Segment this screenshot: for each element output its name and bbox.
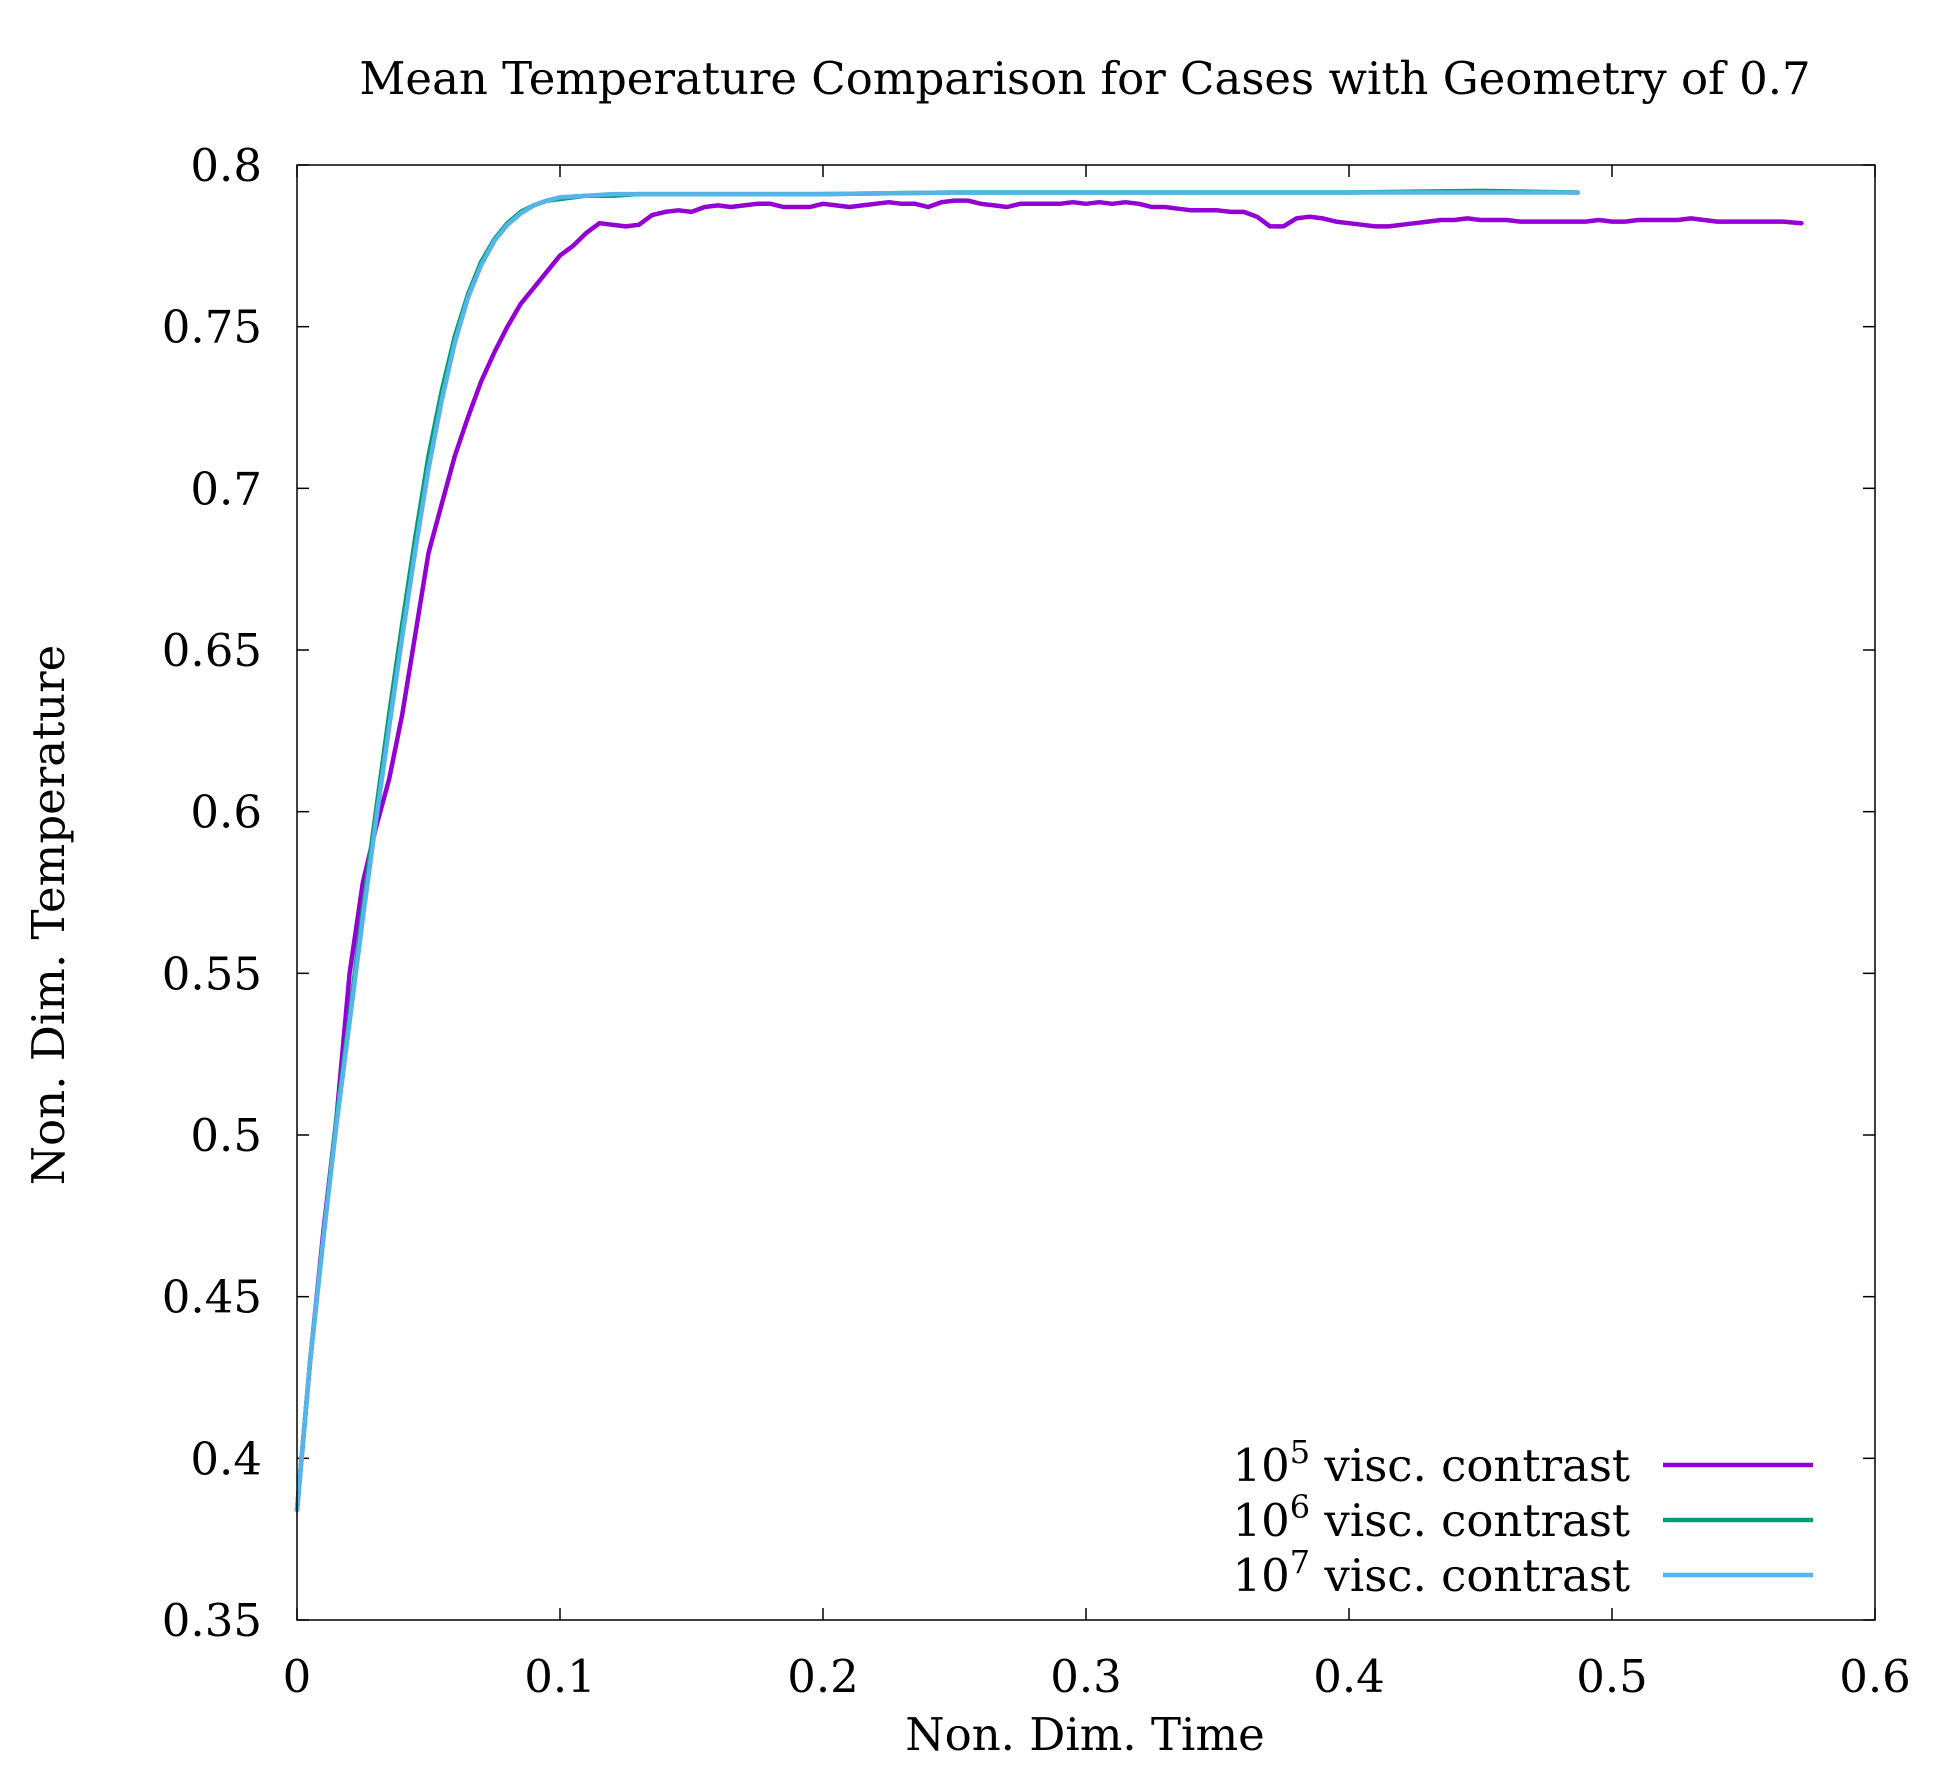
- legend-label-base: 10: [1232, 1549, 1289, 1602]
- x-tick-label: 0.2: [787, 1650, 859, 1703]
- legend-label-text: visc. contrast: [1310, 1439, 1630, 1492]
- legend-label-text: visc. contrast: [1310, 1494, 1630, 1547]
- legend-entry-1: 105 visc. contrast: [1232, 1433, 1813, 1492]
- legend-label-base: 10: [1232, 1439, 1289, 1492]
- y-tick-label: 0.55: [162, 947, 262, 1000]
- legend-label: 107 visc. contrast: [1232, 1543, 1630, 1602]
- x-tick-label: 0.5: [1576, 1650, 1648, 1703]
- y-axis-label: Non. Dim. Temperature: [22, 645, 75, 1186]
- y-tick-label: 0.6: [190, 786, 262, 839]
- series-line-2: [294, 188, 1581, 1513]
- x-tick-label: 0.3: [1050, 1650, 1122, 1703]
- series-line-3: [294, 190, 1581, 1513]
- legend-label-exponent: 6: [1290, 1488, 1310, 1526]
- plot-frame: [296, 164, 1876, 1621]
- legend-label-exponent: 5: [1290, 1433, 1310, 1471]
- series-line-1: [294, 198, 1804, 1513]
- y-tick-label: 0.75: [162, 301, 262, 354]
- x-tick-label: 0.4: [1313, 1650, 1385, 1703]
- axis-ticks: 0 0.1 0.2 0.3 0.4 0.5 0.6 0.35 0.4 0.45 0.5 0.55 0.6…: [162, 139, 1911, 1703]
- legend-label-base: 10: [1232, 1494, 1289, 1547]
- y-tick-label: 0.7: [190, 462, 262, 515]
- y-tick-label: 0.8: [190, 139, 262, 192]
- x-tick-label: 0: [283, 1650, 312, 1703]
- x-tick-label: 0.6: [1839, 1650, 1911, 1703]
- y-tick-label: 0.5: [190, 1109, 262, 1162]
- y-tick-label: 0.4: [190, 1432, 262, 1485]
- x-tick-label: 0.1: [524, 1650, 596, 1703]
- y-tick-label: 0.35: [162, 1594, 262, 1647]
- y-tick-label: 0.45: [162, 1271, 262, 1324]
- x-axis-label: Non. Dim. Time: [905, 1708, 1265, 1761]
- legend-label: 106 visc. contrast: [1232, 1488, 1630, 1547]
- legend-entry-3: 107 visc. contrast: [1232, 1543, 1813, 1602]
- legend-label-exponent: 7: [1290, 1543, 1310, 1581]
- legend-label: 105 visc. contrast: [1232, 1433, 1630, 1492]
- y-tick-label: 0.65: [162, 624, 262, 677]
- legend-label-text: visc. contrast: [1310, 1549, 1630, 1602]
- series-lines: [294, 188, 1804, 1513]
- chart-title: Mean Temperature Comparison for Cases wi…: [359, 52, 1810, 105]
- legend-entry-2: 106 visc. contrast: [1232, 1488, 1813, 1547]
